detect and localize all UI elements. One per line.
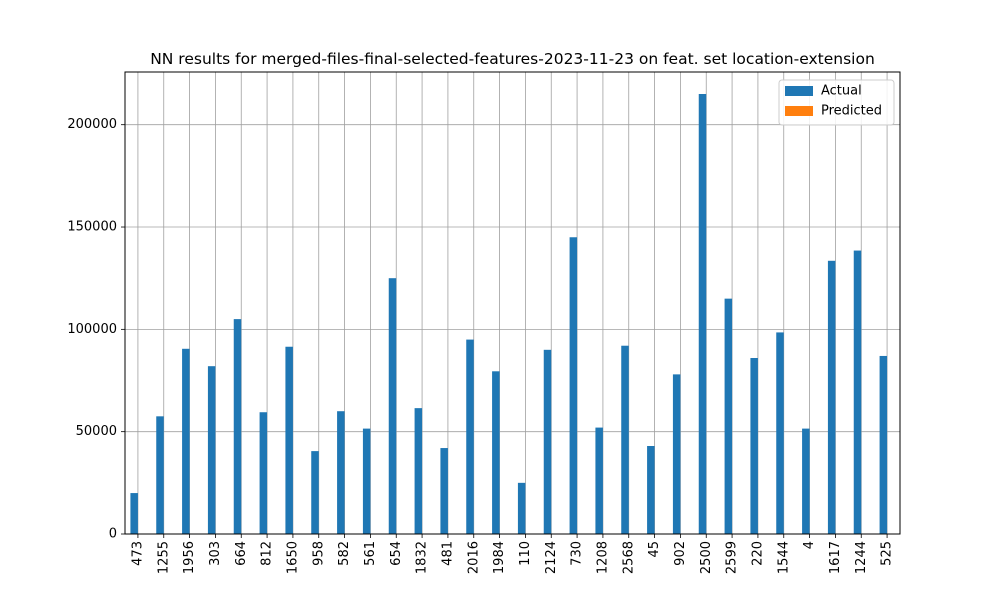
x-tick-label: 1544	[776, 541, 791, 574]
bars	[130, 94, 888, 535]
bar-actual	[362, 428, 371, 534]
bar-actual	[879, 355, 888, 534]
x-tick-label: 2124	[544, 541, 559, 574]
x-tick-label: 4	[802, 541, 817, 549]
x-tick-label: 220	[750, 541, 765, 566]
bar-actual	[182, 348, 190, 534]
bar-actual	[569, 237, 578, 535]
y-tick-label: 100000	[67, 322, 117, 337]
x-axis: 473 1255 1956 303 664 812 1650 958 582 561 654 1832…	[130, 534, 895, 574]
x-tick-label: 1832	[415, 541, 430, 574]
x-tick-label: 958	[311, 541, 326, 566]
bar-actual	[621, 345, 629, 534]
bar-actual	[698, 94, 707, 534]
bar-actual	[827, 260, 836, 534]
y-tick-label: 200000	[67, 117, 117, 132]
bar-actual	[750, 358, 758, 534]
bar-actual	[543, 349, 552, 534]
x-tick-label: 902	[673, 541, 688, 566]
bar-actual	[440, 448, 448, 534]
x-tick-label: 303	[208, 541, 223, 566]
x-tick-label: 525	[880, 541, 895, 566]
legend-swatch-predicted	[785, 106, 813, 116]
bar-actual	[776, 332, 784, 534]
x-tick-label: 45	[647, 541, 662, 558]
x-tick-label: 730	[570, 541, 585, 566]
bar-actual	[285, 346, 293, 534]
bar-actual	[517, 482, 526, 534]
x-tick-label: 561	[363, 541, 378, 566]
x-tick-label: 473	[130, 541, 145, 566]
bar-actual	[337, 411, 345, 534]
bar-actual	[492, 371, 500, 534]
y-tick-label: 50000	[76, 424, 117, 439]
legend-swatch-actual	[785, 86, 813, 96]
bar-actual	[156, 416, 164, 534]
x-tick-label: 2016	[466, 541, 481, 574]
x-tick-label: 1984	[492, 541, 507, 574]
bar-actual	[595, 427, 603, 534]
x-tick-label: 1244	[854, 541, 869, 574]
x-tick-label: 110	[518, 541, 533, 566]
chart-title: NN results for merged-files-final-select…	[150, 50, 875, 68]
x-tick-label: 2500	[699, 541, 714, 574]
bar-actual	[724, 298, 733, 534]
x-tick-label: 1208	[595, 541, 610, 574]
x-tick-label: 1617	[828, 541, 843, 574]
x-tick-label: 2599	[725, 541, 740, 574]
bar-actual	[802, 428, 810, 534]
bar-actual	[414, 408, 423, 534]
x-tick-label: 582	[337, 541, 352, 566]
legend-label-actual: Actual	[821, 84, 862, 99]
x-tick-label: 654	[389, 541, 404, 566]
x-tick-label: 481	[440, 541, 455, 566]
legend: Actual Predicted	[778, 79, 895, 126]
y-tick-label: 150000	[67, 220, 117, 235]
bar-actual	[207, 366, 216, 534]
y-tick-label: 0	[109, 527, 117, 542]
x-tick-label: 1255	[156, 541, 171, 574]
legend-label-predicted: Predicted	[821, 104, 882, 119]
bar-actual	[130, 493, 138, 534]
bar-actual	[259, 412, 268, 534]
bar-actual	[853, 250, 862, 534]
bar-actual	[311, 451, 319, 534]
x-tick-label: 1956	[182, 541, 197, 574]
x-tick-label: 664	[234, 541, 249, 566]
x-tick-label: 2568	[621, 541, 636, 574]
bar-actual	[466, 339, 474, 534]
y-axis: 0 50000 100000 150000 200000	[67, 117, 125, 542]
bar-actual	[388, 278, 397, 534]
bar-actual	[672, 374, 681, 534]
x-tick-label: 812	[260, 541, 275, 566]
plot-frame	[124, 71, 901, 535]
bar-actual	[233, 319, 242, 534]
x-tick-label: 1650	[285, 541, 300, 574]
bar-actual	[647, 446, 655, 534]
